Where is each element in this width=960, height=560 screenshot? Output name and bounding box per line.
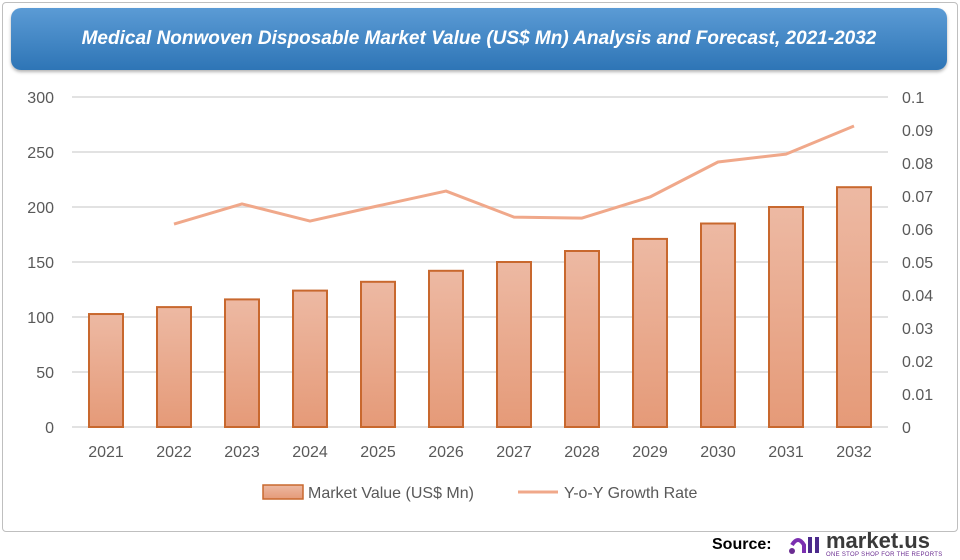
x-tick-label: 2029 <box>632 444 668 461</box>
y2-tick-label: 0.02 <box>902 354 933 371</box>
source-label: Source: <box>712 536 772 553</box>
x-tick-label: 2021 <box>88 444 124 461</box>
y-tick-label: 200 <box>27 200 54 217</box>
x-tick-label: 2030 <box>700 444 736 461</box>
y2-tick-label: 0 <box>902 420 911 437</box>
y2-tick-label: 0.06 <box>902 222 933 239</box>
y2-tick-label: 0.05 <box>902 255 933 272</box>
y2-tick-label: 0.01 <box>902 387 933 404</box>
y2-tick-label: 0.09 <box>902 123 933 140</box>
y-tick-label: 250 <box>27 145 54 162</box>
x-tick-label: 2024 <box>292 444 328 461</box>
bar <box>428 269 464 428</box>
bar <box>156 306 192 429</box>
y-tick-label: 150 <box>27 255 54 272</box>
x-tick-label: 2032 <box>836 444 872 461</box>
bar <box>768 206 804 428</box>
x-tick-label: 2025 <box>360 444 396 461</box>
bar <box>88 313 124 428</box>
y2-tick-label: 0.07 <box>902 189 933 206</box>
bar <box>836 186 872 428</box>
y-tick-label: 50 <box>36 365 54 382</box>
y-tick-label: 300 <box>27 90 54 107</box>
bar <box>360 280 396 428</box>
x-tick-label: 2022 <box>156 444 192 461</box>
bar <box>496 261 532 428</box>
x-tick-label: 2026 <box>428 444 464 461</box>
growth-line <box>173 124 855 226</box>
bar <box>224 298 260 428</box>
y2-tick-label: 0.03 <box>902 321 933 338</box>
y-tick-label: 0 <box>45 420 54 437</box>
y-tick-label: 100 <box>27 310 54 327</box>
legend-bar-swatch <box>262 484 304 500</box>
y2-tick-label: 0.1 <box>902 90 924 107</box>
bar <box>632 237 668 428</box>
legend-line-label: Y-o-Y Growth Rate <box>564 485 698 502</box>
marketus-logo: market.us ONE STOP SHOP FOR THE REPORTS <box>788 530 943 559</box>
y2-tick-label: 0.08 <box>902 156 933 173</box>
x-tick-label: 2028 <box>564 444 600 461</box>
logo-tagline: ONE STOP SHOP FOR THE REPORTS <box>826 552 943 558</box>
x-tick-label: 2023 <box>224 444 260 461</box>
x-tick-label: 2027 <box>496 444 532 461</box>
logo-icon <box>789 536 819 554</box>
y2-tick-label: 0.04 <box>902 288 933 305</box>
chart-title: Medical Nonwoven Disposable Market Value… <box>11 8 947 70</box>
bar <box>564 250 600 428</box>
bar <box>700 222 736 428</box>
logo-text: market.us <box>826 528 930 553</box>
x-tick-label: 2031 <box>768 444 804 461</box>
bar <box>292 289 328 428</box>
legend-bar-label: Market Value (US$ Mn) <box>308 485 474 502</box>
